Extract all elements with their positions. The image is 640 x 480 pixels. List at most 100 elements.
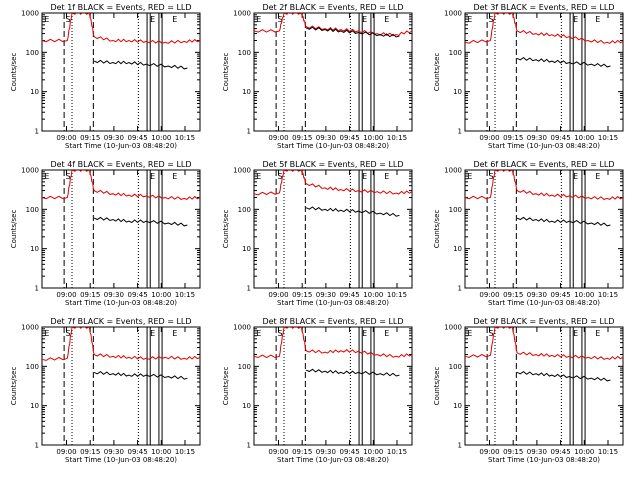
x-tick-label: 09:15 xyxy=(80,291,100,299)
y-tick-label: 1 xyxy=(247,442,251,450)
series-black-events xyxy=(305,368,400,377)
series-black-events xyxy=(93,370,188,380)
x-tick-label: 09:45 xyxy=(127,448,147,456)
series-black-events xyxy=(305,26,400,38)
x-tick-label: 09:15 xyxy=(80,448,100,456)
event-marker-letter: S xyxy=(278,15,283,24)
x-tick-label: 09:30 xyxy=(316,448,336,456)
event-marker-letter: E xyxy=(44,172,49,181)
series-red-lld xyxy=(465,327,623,360)
event-marker-letter: E xyxy=(256,15,261,24)
plot-frame xyxy=(41,326,201,446)
y-tick-label: 1000 xyxy=(233,324,251,332)
event-marker-letter: E xyxy=(595,172,600,181)
x-axis-label: Start Time (10-Jun-03 08:48:20) xyxy=(488,456,600,464)
plot-frame xyxy=(464,169,624,289)
panel-2: Det 2f BLACK = Events, RED = LLD 1 10 100 10… xyxy=(222,3,413,150)
y-tick-label: 10 xyxy=(453,88,462,96)
x-axis-label: Start Time (10-Jun-03 08:48:20) xyxy=(277,142,389,150)
event-marker-letter: S xyxy=(66,15,71,24)
x-tick-label: 10:15 xyxy=(175,134,195,142)
y-axis-label: Counts/sec xyxy=(10,367,18,406)
x-tick-label: 09:45 xyxy=(550,134,570,142)
x-tick-label: 09:15 xyxy=(503,134,523,142)
panel-title: Det 6f BLACK = Events, RED = LLD xyxy=(473,160,614,169)
y-axis-label: Counts/sec xyxy=(222,53,230,92)
event-marker-letter: E xyxy=(172,15,177,24)
x-tick-label: 10:15 xyxy=(598,291,618,299)
x-tick-label: 09:45 xyxy=(127,134,147,142)
x-tick-label: 10:00 xyxy=(574,291,594,299)
panel-9: Det 9f BLACK = Events, RED = LLD 1 10 100 10… xyxy=(433,317,624,464)
x-tick-label: 09:00 xyxy=(56,134,76,142)
x-tick-label: 09:45 xyxy=(550,448,570,456)
event-marker-letter: E xyxy=(595,15,600,24)
y-tick-label: 100 xyxy=(449,49,462,57)
series-red-lld xyxy=(254,13,412,37)
y-tick-label: 1000 xyxy=(21,324,39,332)
x-tick-label: 10:15 xyxy=(175,291,195,299)
series-red-lld xyxy=(42,170,200,200)
event-marker-letter: S xyxy=(66,172,71,181)
x-axis-label: Start Time (10-Jun-03 08:48:20) xyxy=(277,299,389,307)
y-axis-label: Counts/sec xyxy=(433,53,441,92)
panel-7: Det 7f BLACK = Events, RED = LLD 1 10 100 10… xyxy=(10,317,201,464)
panel-title: Det 4f BLACK = Events, RED = LLD xyxy=(50,160,191,169)
x-tick-label: 09:30 xyxy=(316,134,336,142)
event-marker-letter: E xyxy=(573,15,578,24)
y-tick-label: 1000 xyxy=(21,167,39,175)
x-axis-label: Start Time (10-Jun-03 08:48:20) xyxy=(65,299,177,307)
x-tick-label: 10:00 xyxy=(363,291,383,299)
event-marker-letter: E xyxy=(256,172,261,181)
x-axis-label: Start Time (10-Jun-03 08:48:20) xyxy=(65,456,177,464)
event-marker-letter: E xyxy=(384,329,389,338)
panel-6: Det 6f BLACK = Events, RED = LLD 1 10 100 10… xyxy=(433,160,624,307)
x-tick-label: 09:15 xyxy=(503,448,523,456)
panel-title: Det 3f BLACK = Events, RED = LLD xyxy=(473,3,614,12)
x-tick-label: 09:30 xyxy=(104,448,124,456)
plot-frame xyxy=(464,12,624,132)
x-tick-label: 09:30 xyxy=(527,134,547,142)
x-tick-label: 09:30 xyxy=(104,134,124,142)
event-marker-letter: E xyxy=(467,15,472,24)
x-tick-label: 09:00 xyxy=(268,291,288,299)
x-tick-label: 09:00 xyxy=(56,448,76,456)
event-marker-letter: E xyxy=(150,15,155,24)
event-marker-letter: S xyxy=(489,172,494,181)
x-tick-label: 10:00 xyxy=(363,134,383,142)
y-tick-label: 10 xyxy=(242,402,251,410)
y-tick-label: 1 xyxy=(458,442,462,450)
panel-5: Det 5f BLACK = Events, RED = LLD 1 10 100 10… xyxy=(222,160,413,307)
x-tick-label: 09:45 xyxy=(339,448,359,456)
panel-title: Det 5f BLACK = Events, RED = LLD xyxy=(262,160,403,169)
y-tick-label: 10 xyxy=(242,88,251,96)
event-marker-letter: E xyxy=(44,329,49,338)
x-tick-label: 10:00 xyxy=(151,134,171,142)
x-tick-label: 09:30 xyxy=(104,291,124,299)
y-tick-label: 100 xyxy=(26,49,39,57)
plot-frame xyxy=(41,169,201,289)
panel-title: Det 7f BLACK = Events, RED = LLD xyxy=(50,317,191,326)
x-tick-label: 10:00 xyxy=(574,448,594,456)
y-axis-label: Counts/sec xyxy=(433,367,441,406)
panel-8: Det 8f BLACK = Events, RED = LLD 1 10 100 10… xyxy=(222,317,413,464)
x-tick-label: 09:15 xyxy=(80,134,100,142)
event-marker-letter: E xyxy=(467,172,472,181)
y-tick-label: 1000 xyxy=(233,10,251,18)
event-marker-letter: E xyxy=(150,172,155,181)
event-marker-letter: E xyxy=(384,15,389,24)
event-marker-letter: E xyxy=(362,329,367,338)
x-axis-label: Start Time (10-Jun-03 08:48:20) xyxy=(65,142,177,150)
y-tick-label: 10 xyxy=(453,402,462,410)
y-tick-label: 1000 xyxy=(233,167,251,175)
y-tick-label: 100 xyxy=(238,206,251,214)
y-tick-label: 10 xyxy=(30,245,39,253)
event-marker-letter: E xyxy=(172,329,177,338)
x-tick-label: 09:30 xyxy=(527,448,547,456)
x-tick-label: 09:00 xyxy=(56,291,76,299)
y-axis-label: Counts/sec xyxy=(10,210,18,249)
y-axis-label: Counts/sec xyxy=(222,210,230,249)
y-tick-label: 100 xyxy=(238,363,251,371)
x-tick-label: 09:00 xyxy=(479,448,499,456)
series-red-lld xyxy=(42,327,200,361)
